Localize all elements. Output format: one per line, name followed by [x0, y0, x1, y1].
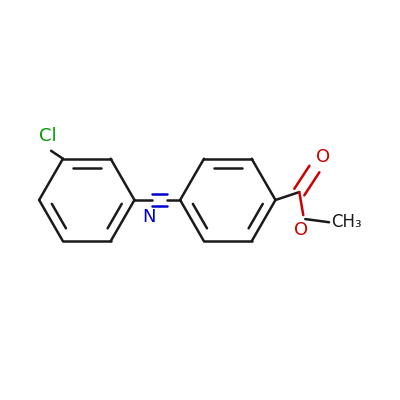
- Text: Cl: Cl: [39, 127, 56, 145]
- Text: CH₃: CH₃: [331, 213, 362, 231]
- Text: O: O: [316, 148, 330, 166]
- Text: N: N: [142, 208, 155, 226]
- Text: O: O: [294, 222, 308, 240]
